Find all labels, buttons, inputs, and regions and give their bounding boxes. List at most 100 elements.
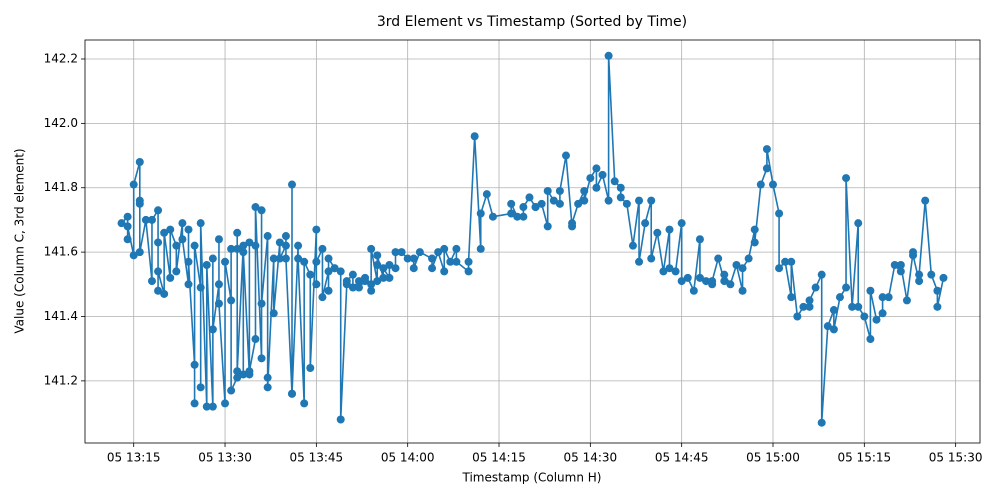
data-point [172,267,181,276]
data-point [263,232,272,241]
data-point [294,254,303,263]
data-point [312,257,321,266]
data-point [592,164,601,173]
data-point [269,309,278,318]
data-point [233,367,242,376]
data-point [665,225,674,234]
data-point [324,254,333,263]
data-point [756,180,765,189]
data-point [677,277,686,286]
data-point [245,238,254,247]
data-point [628,241,637,250]
data-point [190,360,199,369]
data-point [275,238,284,247]
data-point [440,244,449,253]
data-point [178,219,187,228]
data-point [616,193,625,202]
data-point [312,225,321,234]
data-point [214,299,223,308]
x-tick-label: 05 13:15 [107,451,161,465]
data-point [933,286,942,295]
data-point [915,277,924,286]
data-point [915,270,924,279]
data-point [318,293,327,302]
data-point [714,254,723,263]
x-tick-label: 05 15:15 [837,451,891,465]
data-point [361,273,370,282]
data-point [288,389,297,398]
data-point [385,273,394,282]
data-point [257,299,266,308]
data-point [367,244,376,253]
data-point [720,270,729,279]
data-point [154,206,163,215]
data-point [921,196,930,205]
x-tick-label: 05 14:00 [381,451,435,465]
data-point [635,257,644,266]
data-point [452,257,461,266]
data-point [842,174,851,183]
data-point [604,196,613,205]
data-point [342,277,351,286]
data-point [927,270,936,279]
data-point [738,286,747,295]
data-point [811,283,820,292]
data-point [385,260,394,269]
data-point [294,241,303,250]
data-point [762,145,771,154]
data-point [653,228,662,237]
data-point [641,219,650,228]
data-point [440,267,449,276]
data-point [476,209,485,218]
data-point [574,199,583,208]
data-point [123,222,132,231]
data-point [677,219,686,228]
y-tick-label: 141.4 [44,309,78,323]
data-point [507,209,516,218]
y-axis-label: Value (Column C, 3rd element) [13,148,27,333]
data-point [184,225,193,234]
data-point [866,335,875,344]
data-point [160,228,169,237]
data-point [202,402,211,411]
x-tick-label: 05 14:30 [564,451,618,465]
data-point [464,257,473,266]
data-point [227,296,236,305]
data-point [580,196,589,205]
data-point [324,286,333,295]
data-point [896,260,905,269]
data-point [123,235,132,244]
data-point [568,219,577,228]
data-point [817,270,826,279]
x-tick-label: 05 13:45 [290,451,344,465]
data-point [537,199,546,208]
data-point [154,238,163,247]
data-point [732,260,741,269]
data-point [598,170,607,179]
data-point [586,174,595,183]
data-point [835,293,844,302]
data-point [507,199,516,208]
data-point [367,286,376,295]
data-point [306,270,315,279]
data-point [781,257,790,266]
data-point [348,283,357,292]
data-point [227,386,236,395]
data-point [318,244,327,253]
data-point [464,267,473,276]
data-point [208,254,217,263]
data-point [799,302,808,311]
data-point [336,267,345,276]
data-point [196,219,205,228]
data-point [245,367,254,376]
data-point [750,238,759,247]
data-point [805,302,814,311]
data-point [221,257,230,266]
data-point [750,225,759,234]
data-point [141,215,150,224]
data-point [860,312,869,321]
data-point [330,264,339,273]
data-point [519,203,528,212]
data-point [702,277,711,286]
data-point [154,286,163,295]
